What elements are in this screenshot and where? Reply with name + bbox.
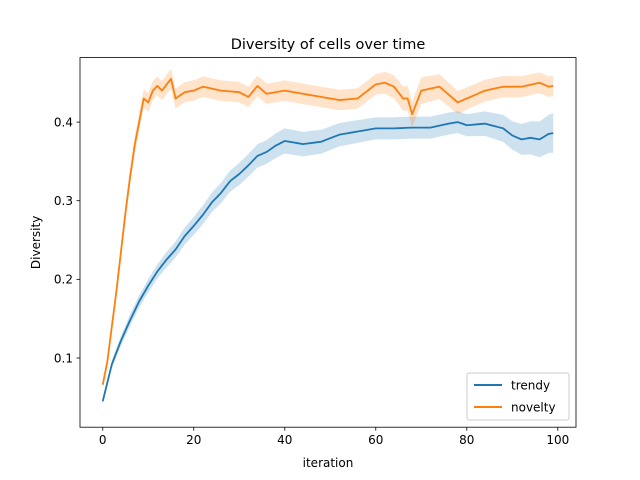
legend: trendy novelty — [466, 372, 570, 421]
y-tick-label: 0.3 — [54, 194, 73, 208]
y-axis-ticks: 0.1 0.2 0.3 0.4 — [54, 115, 80, 365]
y-axis-label: Diversity — [29, 216, 43, 269]
line-trendy — [101, 121, 554, 402]
y-tick-label: 0.4 — [54, 115, 73, 129]
legend-label-trendy: trendy — [511, 379, 550, 393]
x-tick-label: 100 — [546, 433, 569, 447]
plot-frame — [79, 57, 577, 428]
x-axis-ticks: 0 20 40 60 80 100 — [99, 427, 569, 447]
x-tick-label: 80 — [459, 433, 474, 447]
chart-title: Diversity of cells over time — [231, 37, 426, 53]
x-tick-label: 0 — [99, 433, 107, 447]
x-tick-label: 20 — [186, 433, 201, 447]
x-tick-label: 40 — [277, 433, 292, 447]
y-tick-label: 0.1 — [54, 351, 73, 365]
x-axis-label: iteration — [303, 456, 354, 470]
x-tick-label: 60 — [368, 433, 383, 447]
y-tick-label: 0.2 — [54, 273, 73, 287]
legend-label-novelty: novelty — [511, 401, 556, 415]
line-novelty — [101, 77, 554, 385]
series-lines — [101, 77, 554, 402]
band-trendy — [102, 111, 554, 404]
